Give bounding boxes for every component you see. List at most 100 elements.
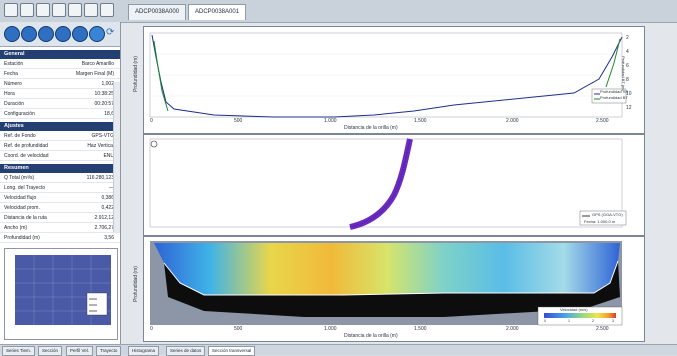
prop-row: Estación Barco Amarillo	[0, 59, 120, 69]
prop-row: Duración 00:20:57	[0, 99, 120, 109]
velocity-contour-plot[interactable]: Velocidad (m/s) 0 1 2 3 0 500 1.000 1.50…	[133, 236, 645, 342]
colorbar-title: Velocidad (m/s)	[560, 307, 588, 312]
xtick: 2.500	[596, 118, 609, 124]
measure-icon[interactable]	[4, 26, 20, 42]
bottom-tab[interactable]: Histograma	[128, 346, 160, 356]
xtick: 2.000	[506, 118, 519, 124]
x-axis-label: Distancia de la orilla (m)	[344, 125, 398, 131]
tab-adcp-a001[interactable]: ADCP0038A001	[188, 4, 247, 20]
track-footnote: Fecha: 1.000,0 m	[584, 219, 616, 224]
y-axis-label: Profundidad (m)	[132, 56, 139, 92]
colorbar-tick: 3	[612, 319, 614, 323]
save-icon[interactable]	[36, 3, 50, 17]
prop-key: Ref. de profundidad	[4, 143, 48, 149]
sidebar-toolbar: ⟳	[0, 22, 120, 47]
sidebar-scrollbar[interactable]	[113, 82, 120, 232]
settings-icon[interactable]	[52, 3, 66, 17]
sidebar: ⟳ General Estación Barco Amarillo Fecha Ma…	[0, 22, 121, 344]
prop-key: Long. del Trayecto	[4, 185, 46, 191]
prop-key: Fecha	[4, 71, 18, 77]
globe-icon[interactable]	[38, 26, 54, 42]
section-general[interactable]: General	[0, 50, 120, 59]
xtick: 1.000	[324, 326, 337, 332]
open-file-icon[interactable]	[20, 3, 34, 17]
ytick-right: 8	[626, 77, 629, 83]
prop-row: Ref. de Fondo GPS-VTG	[0, 131, 120, 141]
prop-row: Coord. de velocidad ENU	[0, 151, 120, 161]
prop-value: 3,56	[104, 235, 114, 241]
velocity-field	[154, 243, 620, 295]
xtick: 2.500	[596, 326, 609, 332]
x-axis-label: Distancia de la orilla (m)	[344, 333, 398, 339]
north-arrow-icon	[150, 140, 158, 148]
bottom-tab[interactable]: Perfil Vel.	[66, 346, 94, 356]
prop-row: Hora 10:38:25	[0, 89, 120, 99]
minimap-grid	[15, 255, 111, 325]
print-icon[interactable]	[68, 3, 82, 17]
prop-value: 2.706,27	[94, 225, 114, 231]
tab-label: ADCP0038A000	[135, 9, 180, 15]
bottom-tab-active[interactable]: Sección transversal	[208, 346, 256, 356]
y-axis-label: Profundidad (m)	[132, 266, 139, 302]
ytick-right: 10	[626, 91, 632, 97]
colorbar	[544, 313, 616, 318]
prop-row: Ref. de profundidad Haz Vertical	[0, 141, 120, 151]
prop-value: 18,6	[104, 111, 114, 117]
depth-profile-plot[interactable]: Profundidad VB Profundidad BT 0 500 1.00…	[133, 26, 645, 134]
ytick-right: 4	[626, 49, 629, 55]
xtick: 2.000	[506, 326, 519, 332]
section-ajustes[interactable]: Ajustes	[0, 122, 120, 131]
prop-key: Estación	[4, 61, 24, 67]
gps-icon[interactable]	[21, 26, 37, 42]
legend-box	[591, 88, 627, 104]
tab-bar: ADCP0038A000 ADCP0038A001	[0, 0, 677, 23]
colorbar-tick: 1	[568, 319, 570, 323]
velocity-contour-svg	[150, 241, 623, 326]
prop-key: Configuración	[4, 111, 35, 117]
prop-row: Q Total (m³/s) 116.280,123	[0, 173, 120, 183]
prop-key: Velocidad flujo	[4, 195, 37, 201]
help-icon[interactable]	[84, 3, 98, 17]
depth-line-vb	[151, 34, 623, 118]
boat-track-plot[interactable]: GPS (GGA-VTG) Fecha: 1.000,0 m	[143, 134, 645, 236]
bottom-tab[interactable]: Series Tiem.	[2, 346, 36, 356]
compass-icon[interactable]	[55, 26, 71, 42]
export-icon[interactable]	[100, 3, 114, 17]
bottom-tab[interactable]: Trayecto	[96, 346, 122, 356]
colorbar-tick: 0	[544, 319, 546, 323]
prop-row: Ancho (m) 2.706,27	[0, 223, 120, 233]
legend-bt: Profundidad BT	[600, 95, 628, 100]
xtick: 500	[234, 326, 243, 332]
prop-key: Ref. de Fondo	[4, 133, 36, 139]
prop-value: ENU	[103, 153, 114, 159]
boat-icon[interactable]	[72, 26, 88, 42]
prop-row: Velocidad prom. 0,422	[0, 203, 120, 213]
xtick: 500	[234, 118, 243, 124]
new-file-icon[interactable]	[4, 3, 18, 17]
tab-adcp-a000[interactable]: ADCP0038A000	[128, 4, 187, 20]
y-axis-label-right: Profundidad BT (m)	[620, 56, 626, 91]
prop-value: 0,422	[101, 205, 114, 211]
bottom-tab[interactable]: Series de datos	[166, 346, 206, 356]
prop-key: Hora	[4, 91, 15, 97]
prop-row: Configuración 18,6	[0, 109, 120, 119]
prop-value: 0,386	[101, 195, 114, 201]
xtick: 1.000	[324, 118, 337, 124]
section-resumen[interactable]: Resumen	[0, 164, 120, 173]
bottom-tab-bar: Series Tiem. Sección Perfil Vel. Trayect…	[0, 344, 677, 356]
info-icon[interactable]	[89, 26, 105, 42]
prop-key: Ancho (m)	[4, 225, 28, 231]
track-legend	[579, 210, 627, 226]
refresh-icon[interactable]: ⟳	[106, 27, 115, 38]
bottom-tab[interactable]: Sección	[38, 346, 63, 356]
xtick: 0	[150, 118, 153, 124]
prop-row: Distancia de la ruta 2.912,12	[0, 213, 120, 223]
prop-value: 1,002	[101, 81, 114, 87]
prop-value: 10:38:25	[94, 91, 114, 97]
prop-value: GPS-VTG	[91, 133, 114, 139]
prop-value: 2.912,12	[94, 215, 114, 221]
prop-value: —	[109, 185, 114, 191]
track-minimap[interactable]	[4, 248, 118, 340]
prop-key: Profundidad (m)	[4, 235, 40, 241]
prop-row: Número 1,002	[0, 79, 120, 89]
